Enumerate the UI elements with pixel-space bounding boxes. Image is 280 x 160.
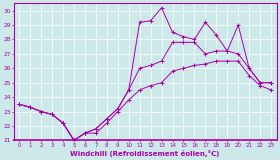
X-axis label: Windchill (Refroidissement éolien,°C): Windchill (Refroidissement éolien,°C) xyxy=(71,150,220,156)
